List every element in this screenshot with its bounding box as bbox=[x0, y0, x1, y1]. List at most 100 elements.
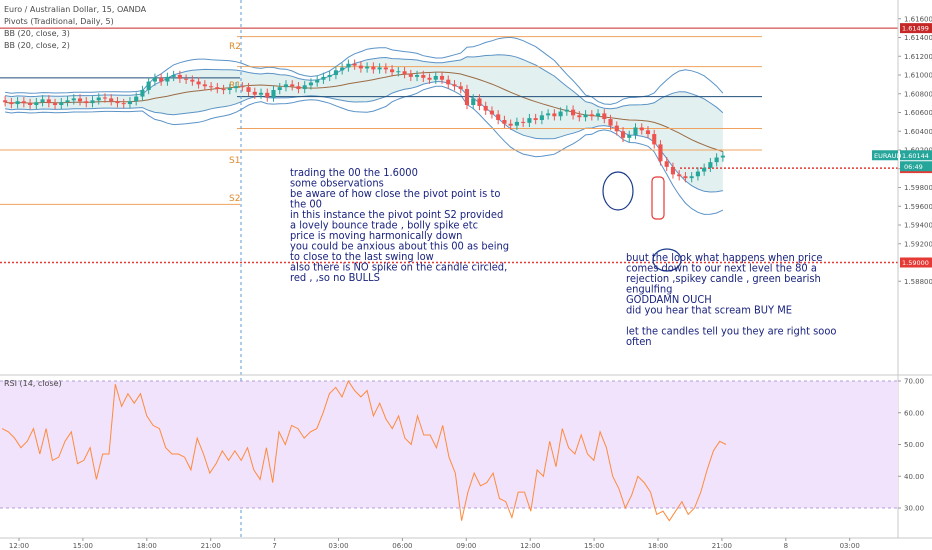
rsi-tick-label: 60.00 bbox=[904, 409, 924, 417]
candle-body bbox=[46, 99, 51, 104]
price-tick-label: 1.60800 bbox=[904, 90, 932, 98]
bollinger-outer-upper-band bbox=[5, 36, 724, 105]
bollinger-upper-band bbox=[5, 54, 724, 114]
price-tag-top: 1.61499 bbox=[902, 25, 929, 33]
circle-annotation-2 bbox=[652, 248, 682, 272]
rsi-axis[interactable]: 70.00 60.00 50.00 40.00 30.00 bbox=[898, 378, 924, 513]
candle-body bbox=[340, 67, 345, 71]
candle-body bbox=[614, 125, 619, 132]
candle-body bbox=[283, 84, 289, 88]
candle-body bbox=[689, 176, 694, 179]
candle-body bbox=[240, 86, 245, 88]
candle-body bbox=[159, 77, 164, 82]
candle-body bbox=[233, 86, 239, 89]
price-tick-label: 1.60600 bbox=[904, 109, 932, 117]
candle-body bbox=[471, 98, 476, 105]
symbol-tag-bg bbox=[872, 150, 898, 161]
price-tick-label: 1.61200 bbox=[904, 53, 932, 61]
candle-body bbox=[702, 167, 707, 172]
rsi-tick-label: 40.00 bbox=[904, 473, 924, 481]
candle-body bbox=[589, 114, 594, 117]
rsi-legend: RSI (14, close) bbox=[4, 379, 62, 388]
candle-body bbox=[608, 119, 613, 126]
time-axis[interactable]: 12:00 15:00 18:00 21:00 7 03:00 06:00 09:00 12:0… bbox=[9, 538, 860, 550]
price-tick-label: 1.61000 bbox=[904, 72, 932, 80]
candle-body bbox=[84, 101, 89, 104]
candle-body bbox=[196, 81, 201, 85]
price-tag-bottom-bg bbox=[900, 257, 932, 268]
candle-body bbox=[134, 96, 139, 102]
candle-body bbox=[246, 87, 251, 92]
time-tick-label: 06:00 bbox=[392, 542, 412, 550]
candle-body bbox=[221, 89, 226, 91]
circle-annotation-1 bbox=[602, 171, 634, 211]
candle-body bbox=[127, 101, 133, 105]
price-axis[interactable]: 1.61600 1.61400 1.61200 1.61000 1.60800 1.606… bbox=[897, 0, 932, 538]
candle-body bbox=[227, 88, 232, 90]
candle-body bbox=[90, 100, 95, 104]
candle-body bbox=[527, 118, 532, 123]
candle-body bbox=[489, 110, 495, 115]
price-tick-label: 1.58800 bbox=[904, 278, 932, 286]
candle-body bbox=[670, 166, 676, 175]
annotation-line: in this instance the pivot point S2 prov… bbox=[290, 208, 503, 221]
price-tag-last-bg bbox=[900, 150, 932, 161]
annotation-line: to close to the last swing low bbox=[290, 250, 434, 263]
countdown-label: 06:49 bbox=[904, 163, 923, 171]
candle-body bbox=[96, 97, 101, 101]
price-tick-label: 1.60400 bbox=[904, 128, 932, 136]
candle-body bbox=[483, 105, 488, 111]
candle-body bbox=[146, 81, 151, 90]
candle-body bbox=[9, 102, 14, 105]
candle-body bbox=[290, 84, 295, 87]
candle-body bbox=[252, 91, 257, 95]
bollinger-lower-band bbox=[5, 81, 723, 193]
candle-body bbox=[390, 69, 395, 73]
candle-body bbox=[539, 115, 544, 120]
time-tick-label: 15:00 bbox=[584, 542, 604, 550]
annotation-line: some observations bbox=[290, 177, 384, 190]
rsi-tick-label: 70.00 bbox=[904, 378, 924, 386]
candle-body bbox=[296, 86, 301, 90]
rectangle-annotation bbox=[651, 176, 665, 220]
candle-body bbox=[109, 98, 114, 102]
countdown-bg bbox=[900, 161, 932, 172]
rsi-tick-label: 30.00 bbox=[904, 505, 924, 513]
time-tick-label: 7 bbox=[272, 542, 276, 550]
time-tick-label: 8 bbox=[784, 542, 788, 550]
candle-body bbox=[209, 86, 214, 88]
candle-body bbox=[371, 66, 376, 70]
candle-body bbox=[452, 84, 457, 87]
candle-body bbox=[28, 103, 33, 105]
annotation-line: be aware of how close the pivot point is… bbox=[290, 187, 500, 200]
candle-body bbox=[165, 76, 170, 82]
time-tick-label: 03:00 bbox=[328, 542, 348, 550]
annotation-line: red , ,so no BULLS bbox=[290, 271, 380, 284]
candles bbox=[3, 59, 725, 183]
price-tag-last: 1.60144 bbox=[902, 152, 929, 160]
candle-body bbox=[215, 87, 220, 90]
pivot-labels: R2 R1 S1 S2 bbox=[229, 42, 241, 204]
candle-body bbox=[627, 135, 632, 138]
symbol-title: Euro / Australian Dollar, 15, OANDA bbox=[4, 5, 147, 14]
annotation-line: comes down to our next level the 80 a bbox=[626, 262, 817, 275]
candle-body bbox=[695, 171, 700, 177]
candle-body bbox=[333, 70, 338, 75]
candle-body bbox=[602, 113, 607, 120]
annotation-line: rejection ,spikey candle , green bearish bbox=[626, 272, 821, 285]
candle-body bbox=[508, 123, 513, 126]
candle-body bbox=[15, 101, 20, 105]
candle-body bbox=[34, 102, 39, 105]
candle-body bbox=[446, 79, 451, 85]
candle-body bbox=[52, 103, 58, 105]
rsi-band bbox=[0, 381, 898, 508]
candle-body bbox=[533, 118, 538, 120]
annotation-line: trading the 00 the 1.6000 bbox=[290, 166, 418, 179]
candle-body bbox=[321, 76, 326, 80]
candle-body bbox=[271, 90, 276, 98]
annotation-line: the 00 bbox=[290, 198, 322, 211]
price-tick-label: 1.59200 bbox=[904, 240, 932, 248]
